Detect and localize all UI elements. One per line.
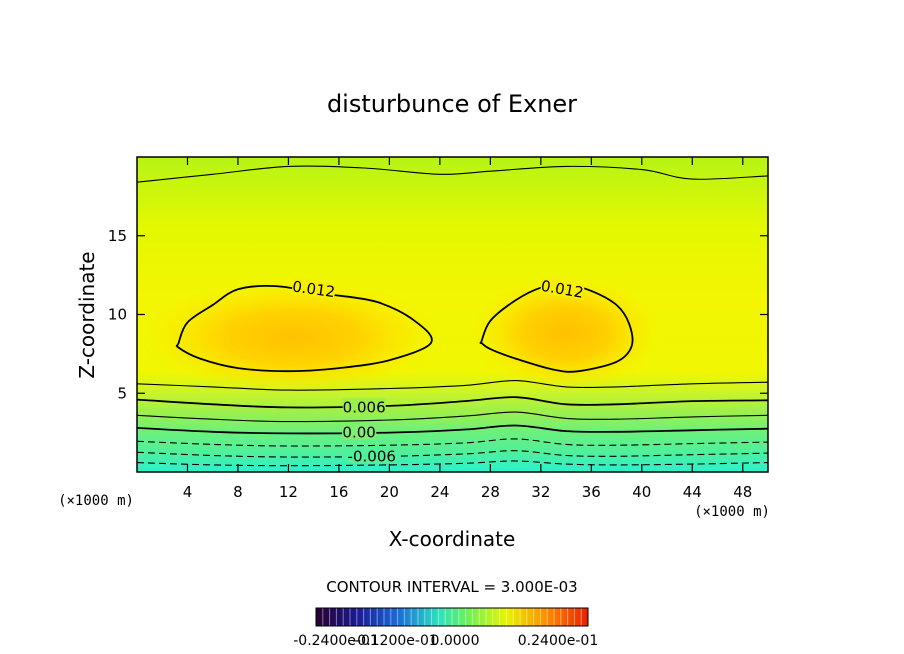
y-tick-label: 15 (108, 227, 127, 245)
contour-label: 0.006 (342, 398, 386, 416)
x-axis-label: X-coordinate (389, 527, 516, 551)
colorbar: -0.2400e-01 -0.1200e-01 0.0000 0.2400e-0… (293, 607, 598, 649)
x-tick-label: 36 (582, 483, 601, 501)
contour-interval: CONTOUR INTERVAL = 3.000E-03 (326, 578, 577, 596)
contour-line (137, 450, 768, 458)
contour-label-bg (539, 276, 586, 300)
colorbar-frame (315, 607, 589, 627)
x-tick-label: 48 (733, 483, 752, 501)
contour-line (137, 380, 768, 391)
contour-line (137, 165, 768, 183)
x-tick-label: 16 (329, 483, 348, 501)
colorbar-gradient (316, 608, 588, 626)
plot-field (137, 157, 768, 472)
contour-label-bg (342, 398, 386, 415)
contour-line (137, 424, 768, 435)
contour-label: 0.00 (341, 423, 377, 442)
left-maximum-shading (142, 279, 442, 395)
contour-label-bg (341, 423, 377, 440)
colorbar-center-label: -0.1200e-01 (352, 633, 438, 649)
contour-label-text: 0.00 (342, 424, 375, 442)
y-tick-label: 10 (108, 306, 127, 324)
contour-label: 0.012 (291, 277, 337, 301)
x-tick-label: 28 (481, 483, 500, 501)
colorbar-min-label: -0.2400e-01 (293, 633, 379, 649)
contour-lines (137, 165, 768, 467)
contour-line (137, 411, 768, 423)
contour-line (175, 284, 433, 373)
x-tick-label: 24 (430, 483, 449, 501)
x-tick-label: 44 (683, 483, 702, 501)
contour-label-group: 0.012 0.012 0.006 0.00 -0.006 (291, 276, 586, 465)
colorbar-stripes (322, 608, 582, 626)
x-axis-unit: (×1000 m) (694, 504, 770, 520)
contour-line (137, 396, 768, 409)
x-tick-label: 20 (380, 483, 399, 501)
colorbar-mid-label: 0.0000 (431, 633, 480, 649)
contour-label-text: 0.006 (343, 398, 386, 416)
contour-label: 0.012 (539, 276, 586, 302)
contour-line (137, 438, 768, 447)
x-tick-label: 32 (531, 483, 550, 501)
contour-label-bg (345, 447, 398, 464)
x-tick-label: 4 (183, 483, 193, 501)
contour-label-text: -0.006 (348, 447, 396, 465)
contour-line (137, 460, 768, 467)
x-tick-label: 40 (632, 483, 651, 501)
contour-label-text: 0.012 (291, 277, 336, 301)
right-maximum-shading (471, 275, 661, 391)
y-axis-label: Z-coordinate (75, 251, 99, 378)
y-tick-label: 5 (117, 384, 127, 402)
chart-title: disturbunce of Exner (327, 90, 577, 118)
contour-label: -0.006 (345, 447, 398, 465)
colorbar-max-label: 0.2400e-01 (518, 633, 598, 649)
x-tick-label: 8 (233, 483, 243, 501)
x-tick-label: 12 (279, 483, 298, 501)
contour-line (479, 283, 634, 373)
y-axis-unit: (×1000 m) (58, 493, 134, 509)
contour-label-bg (291, 277, 337, 300)
